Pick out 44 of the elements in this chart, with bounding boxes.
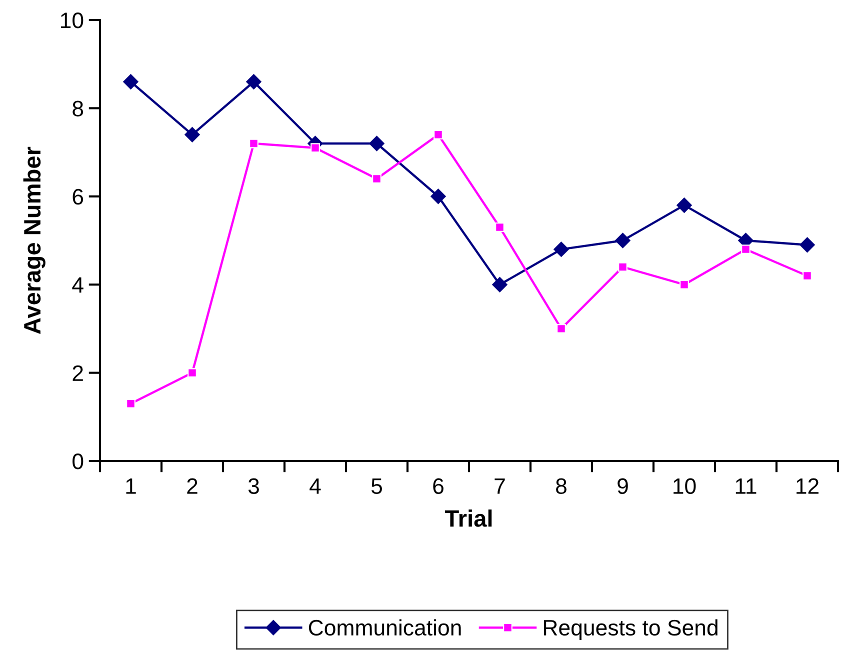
- x-tick-label: 4: [310, 478, 321, 494]
- point: [554, 242, 569, 257]
- point: [369, 136, 384, 152]
- x-tick-label: 9: [618, 478, 628, 494]
- y-tick-label: 2: [72, 365, 83, 381]
- x-axis-title: Trial: [444, 509, 492, 527]
- x-tick-label: 2: [187, 478, 198, 494]
- point: [802, 271, 812, 280]
- point: [676, 198, 692, 213]
- legend-label: Communication: [308, 619, 461, 636]
- y-tick-label: 6: [72, 188, 84, 205]
- x-tick-label: 12: [796, 478, 818, 494]
- point: [430, 188, 446, 204]
- point: [249, 138, 258, 148]
- point: [680, 280, 689, 290]
- point: [184, 127, 200, 142]
- point: [126, 398, 136, 408]
- x-tick-label: 3: [248, 478, 259, 494]
- legend-label: Requests to Send: [544, 619, 718, 640]
- point: [618, 262, 628, 272]
- point: [615, 232, 630, 248]
- point: [434, 130, 443, 140]
- point: [556, 324, 566, 334]
- point: [741, 244, 750, 254]
- point: [310, 143, 320, 153]
- x-tick-label: 7: [494, 478, 505, 494]
- point: [123, 74, 138, 90]
- x-tick-label: 5: [371, 478, 382, 494]
- point: [372, 174, 382, 184]
- y-axis-title: Average Number: [23, 146, 46, 334]
- point: [188, 368, 197, 378]
- y-tick-label: 10: [61, 12, 84, 28]
- y-tick-label: 8: [72, 100, 84, 116]
- x-tick-label: 10: [674, 478, 696, 494]
- x-tick-label: 8: [556, 478, 566, 494]
- x-tick-label: 1: [126, 478, 136, 494]
- x-tick-label: 6: [433, 478, 444, 494]
- x-tick-label: 11: [736, 478, 756, 494]
- point: [495, 222, 504, 232]
- y-tick-label: 4: [72, 277, 84, 293]
- point: [246, 74, 262, 90]
- y-tick-label: 0: [72, 454, 84, 470]
- point: [492, 277, 508, 292]
- point: [800, 237, 815, 252]
